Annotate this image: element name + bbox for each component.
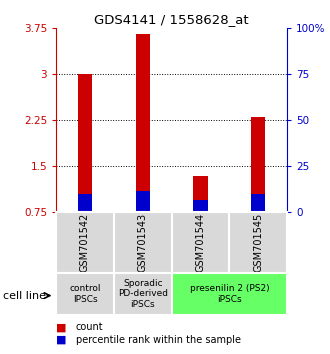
Bar [136,34,150,212]
FancyBboxPatch shape [56,273,114,315]
Text: presenilin 2 (PS2)
iPSCs: presenilin 2 (PS2) iPSCs [189,284,269,303]
Text: GSM701545: GSM701545 [253,213,263,272]
Text: GSM701542: GSM701542 [80,213,90,272]
Text: control
IPSCs: control IPSCs [69,284,101,303]
Text: GSM701544: GSM701544 [195,213,206,272]
Bar [251,194,265,212]
Title: GDS4141 / 1558628_at: GDS4141 / 1558628_at [94,13,249,26]
FancyBboxPatch shape [56,212,114,273]
Bar [78,74,92,212]
FancyBboxPatch shape [114,273,172,315]
FancyBboxPatch shape [172,273,287,315]
FancyBboxPatch shape [172,212,229,273]
Bar [193,176,208,212]
Bar [251,117,265,212]
Text: ■: ■ [56,335,67,345]
Text: Sporadic
PD-derived
iPSCs: Sporadic PD-derived iPSCs [118,279,168,309]
FancyBboxPatch shape [229,212,287,273]
Text: cell line: cell line [3,291,46,301]
Bar [78,194,92,212]
Text: percentile rank within the sample: percentile rank within the sample [76,335,241,345]
Text: GSM701543: GSM701543 [138,213,148,272]
Bar [136,191,150,212]
FancyBboxPatch shape [114,212,172,273]
Text: ■: ■ [56,322,67,332]
Text: count: count [76,322,104,332]
Bar [193,200,208,212]
